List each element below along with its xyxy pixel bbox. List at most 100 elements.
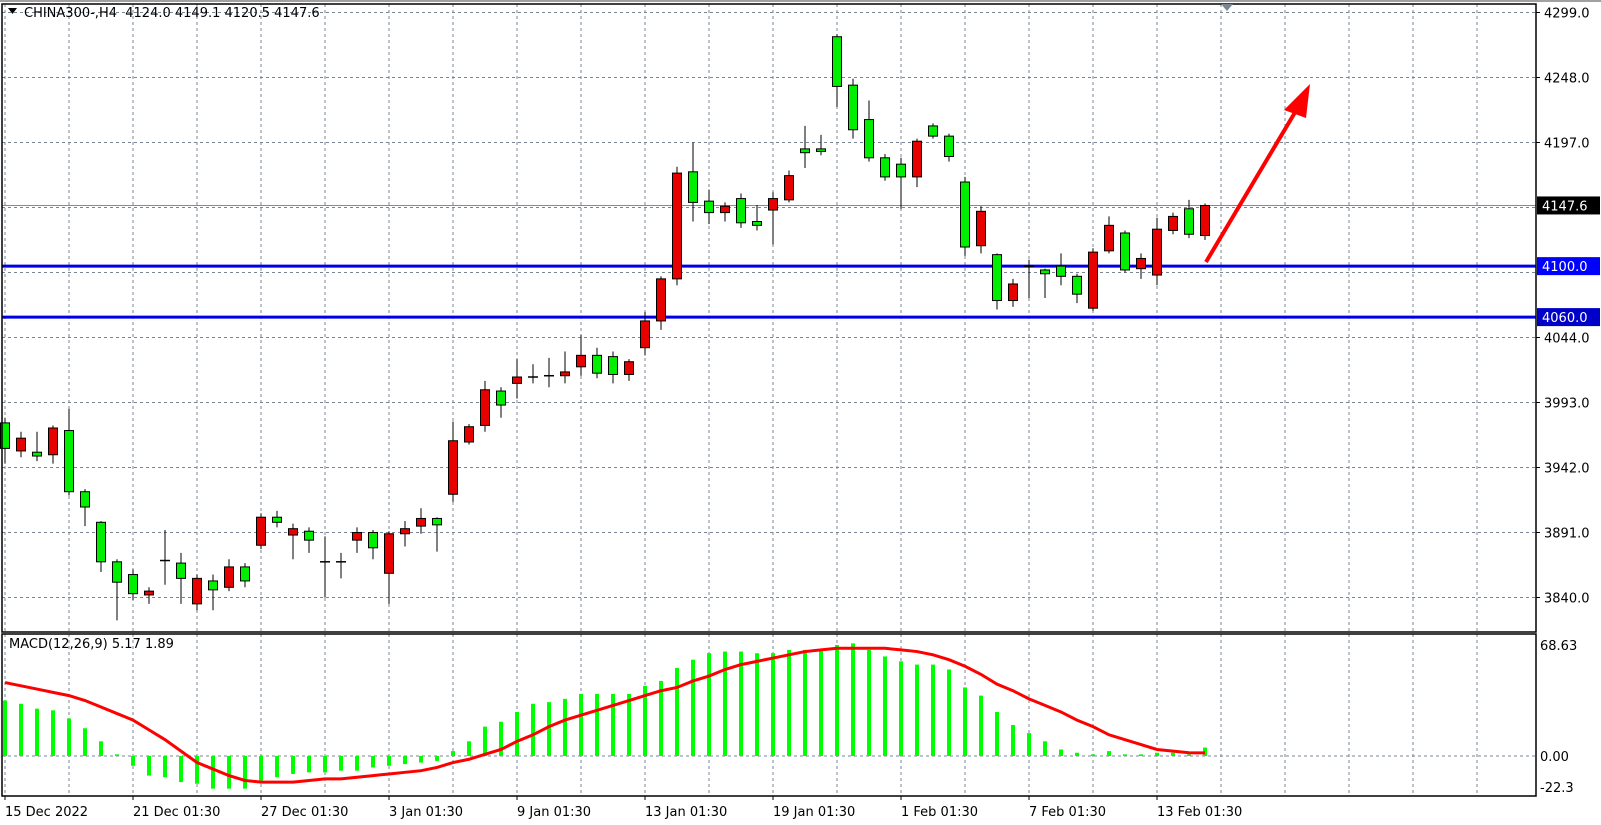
macd-histogram-bar — [1043, 741, 1047, 756]
macd-histogram-bar — [707, 653, 711, 756]
chart-shift-marker-icon[interactable] — [1221, 4, 1233, 11]
candle-body — [1088, 251, 1098, 309]
candle-body — [1152, 228, 1162, 276]
y-tick-label: 3942.0 — [1544, 461, 1590, 476]
arrow-head-icon — [1284, 84, 1310, 118]
level-price-box — [1537, 257, 1600, 276]
candle-body — [464, 426, 474, 443]
macd-histogram-bar — [179, 756, 183, 783]
candle — [816, 134, 826, 156]
candle — [496, 387, 506, 418]
candles — [0, 34, 1210, 621]
candle-body — [576, 354, 586, 368]
candle — [912, 138, 922, 188]
candle — [256, 513, 266, 550]
candle-body — [624, 361, 634, 375]
candle — [1040, 268, 1050, 298]
level-price-box — [1537, 308, 1600, 327]
candle — [448, 421, 458, 502]
candle — [576, 334, 586, 376]
candle-body — [304, 530, 314, 541]
candle-body — [480, 389, 490, 426]
candle — [272, 510, 282, 528]
candle-body — [720, 205, 730, 214]
macd-histogram-bar — [467, 741, 471, 756]
candle-body — [1072, 275, 1082, 295]
candle-body — [384, 533, 394, 574]
candle-body — [80, 491, 90, 508]
macd-histogram-bar — [931, 664, 935, 756]
candle-body — [48, 427, 58, 456]
macd-histogram-bar — [115, 754, 119, 756]
x-tick-label: 3 Jan 01:30 — [389, 805, 463, 820]
candle — [832, 34, 842, 107]
candle-body — [944, 135, 954, 158]
macd-histogram-bar — [979, 695, 983, 756]
candle-body — [1184, 208, 1194, 235]
candle-body — [1136, 257, 1146, 270]
candle-body — [816, 148, 826, 152]
macd-histogram-bar — [627, 693, 631, 756]
candle-body — [688, 171, 698, 203]
candle — [512, 359, 522, 399]
candle-body — [240, 566, 250, 582]
candle — [1088, 248, 1098, 311]
macd-histogram-bar — [211, 756, 215, 789]
candle — [608, 351, 618, 384]
macd-histogram-bar — [1123, 754, 1127, 756]
menu-triangle-icon[interactable] — [8, 8, 17, 14]
candle — [944, 133, 954, 162]
y-tick-label: 4299.0 — [1544, 7, 1590, 22]
grid — [2, 4, 1536, 796]
trend-arrow[interactable] — [1204, 84, 1310, 264]
candle-body — [704, 200, 714, 214]
macd-histogram-bar — [1059, 749, 1063, 756]
y-tick-label: 3993.0 — [1544, 396, 1590, 411]
candle-body — [640, 320, 650, 349]
macd-histogram-bar — [323, 756, 327, 773]
candle — [320, 536, 330, 598]
macd-histogram-bar — [387, 756, 391, 766]
x-tick-label: 9 Jan 01:30 — [517, 805, 591, 820]
candle — [1152, 217, 1162, 286]
macd-histogram-bar — [355, 756, 359, 771]
level-price-label: 4100.0 — [1542, 260, 1588, 275]
macd-histogram-bar — [451, 751, 455, 756]
candle-body — [432, 517, 442, 526]
candle-body — [96, 521, 106, 563]
candle — [784, 170, 794, 203]
candle — [1120, 230, 1130, 273]
candle — [416, 508, 426, 534]
candle — [528, 364, 538, 384]
candle — [0, 417, 10, 464]
candle-body — [912, 140, 922, 178]
macd-histogram-bar — [83, 728, 87, 756]
candle — [304, 527, 314, 553]
horizontal-levels[interactable] — [2, 204, 1536, 319]
x-tick-label: 27 Dec 01:30 — [261, 805, 348, 820]
macd-histogram-bar — [243, 756, 247, 789]
pane-frames — [0, 0, 1601, 797]
candle — [48, 425, 58, 464]
macd-histogram-bar — [755, 653, 759, 756]
candle — [288, 523, 298, 560]
x-tick-label: 1 Feb 01:30 — [901, 805, 978, 820]
macd-histogram-bar — [147, 756, 151, 776]
macd-histogram-bar — [1011, 724, 1015, 756]
macd-histogram-bar — [1107, 751, 1111, 756]
macd-histogram-bar — [643, 685, 647, 756]
chart-header: CHINA300-,H4 4124.0 4149.1 4120.5 4147.6 — [24, 6, 320, 21]
macd-histogram-bar — [915, 664, 919, 756]
x-tick-label: 21 Dec 01:30 — [133, 805, 220, 820]
candle — [1168, 212, 1178, 235]
candle-body — [192, 577, 202, 605]
macd-pane — [3, 643, 1207, 789]
candle-body — [1008, 283, 1018, 302]
macd-histogram-bar — [851, 643, 855, 756]
candle — [176, 552, 186, 604]
candle — [592, 347, 602, 379]
macd-histogram-bar — [995, 711, 999, 756]
macd-histogram-bar — [771, 653, 775, 756]
candle — [928, 123, 938, 139]
